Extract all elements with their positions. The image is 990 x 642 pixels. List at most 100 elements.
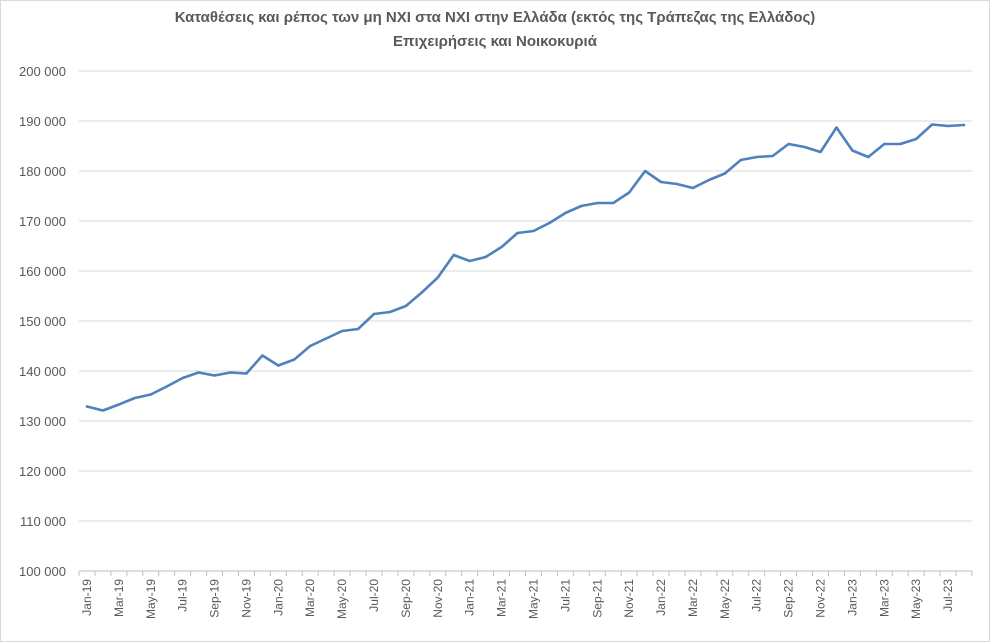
data-point: [930, 123, 934, 126]
x-tick-label: Sep-20: [399, 579, 413, 618]
x-tick-label: Sep-22: [782, 579, 796, 618]
data-point: [213, 374, 216, 377]
data-point: [803, 145, 806, 149]
x-tick-label: Jan-21: [463, 579, 477, 616]
series-group: [85, 123, 966, 412]
y-tick-label: 110 000: [20, 514, 66, 529]
x-tick-label: Jul-19: [176, 579, 190, 612]
x-tick-label: Mar-22: [686, 579, 700, 617]
data-point: [372, 312, 376, 316]
data-point: [643, 169, 647, 173]
x-tick-label: Jul-21: [558, 579, 572, 612]
data-point: [85, 405, 89, 408]
data-point: [962, 123, 966, 127]
y-tick-label: 190 000: [19, 114, 66, 129]
y-tick-label: 150 000: [19, 314, 66, 329]
data-point: [133, 396, 137, 400]
chart-subtitle: Επιχειρήσεις και Νοικοκυριά: [393, 33, 597, 50]
data-point: [612, 201, 615, 205]
x-tick-label: Mar-19: [112, 579, 126, 617]
data-point: [324, 337, 328, 340]
y-tick-label: 170 000: [19, 214, 66, 229]
data-point: [468, 259, 471, 263]
x-tick-label: May-23: [909, 579, 923, 619]
x-tick-label: Nov-21: [622, 579, 636, 618]
data-point: [117, 403, 121, 406]
data-point: [627, 191, 631, 194]
x-tick-label: Mar-23: [877, 579, 891, 617]
data-point: [899, 142, 902, 146]
data-point: [851, 149, 854, 152]
data-point: [149, 393, 152, 396]
x-tick-label: Mar-21: [495, 579, 509, 617]
data-point: [596, 201, 599, 205]
x-tick-label: Mar-20: [303, 579, 317, 617]
data-point: [755, 155, 758, 159]
gridlines: [79, 70, 972, 522]
data-point: [261, 354, 264, 357]
data-point: [946, 124, 950, 128]
data-point: [277, 364, 280, 367]
data-point: [436, 276, 439, 279]
chart-title: Καταθέσεις και ρέπος των μη ΝΧΙ στα ΝΧΙ …: [174, 9, 816, 26]
data-point: [707, 178, 711, 182]
data-point: [229, 371, 232, 374]
x-tick-label: Sep-19: [208, 579, 222, 618]
x-tick-label: Jan-22: [654, 579, 668, 616]
data-point: [500, 245, 503, 249]
y-tick-label: 180 000: [19, 164, 66, 179]
data-point: [356, 327, 360, 331]
data-point: [388, 310, 392, 314]
x-tick-label: Jan-23: [845, 579, 859, 616]
data-point: [404, 304, 408, 308]
data-point: [659, 180, 663, 184]
data-point: [723, 172, 727, 175]
x-tick-label: Nov-19: [239, 579, 253, 618]
data-point: [245, 372, 248, 375]
x-axis-ticks: Jan-19 Mar-19 May-19 Jul-19 Sep-19 Nov-19 Jan-…: [78, 571, 973, 619]
data-point: [771, 154, 774, 158]
y-tick-label: 140 000: [19, 364, 66, 379]
data-point: [548, 221, 551, 225]
y-tick-label: 200 000: [19, 64, 66, 79]
data-point: [883, 142, 886, 146]
data-point: [675, 182, 679, 186]
data-point: [867, 155, 870, 159]
data-point: [420, 291, 424, 294]
data-point: [787, 142, 790, 146]
x-tick-label: Jul-23: [941, 579, 955, 612]
series-line: [85, 123, 966, 412]
x-tick-label: May-22: [718, 579, 732, 619]
x-tick-label: Jul-20: [367, 579, 381, 612]
data-point: [340, 329, 344, 333]
data-point: [309, 344, 312, 348]
data-point: [914, 137, 918, 141]
data-point: [181, 376, 184, 380]
y-tick-label: 130 000: [19, 414, 66, 429]
y-axis-ticks: 100 000 110 000 120 000 130 000 140 000 150 0…: [19, 64, 66, 579]
data-point: [835, 126, 838, 129]
data-point: [580, 204, 583, 208]
data-point: [165, 385, 168, 388]
x-tick-label: Jan-19: [80, 579, 94, 616]
x-tick-label: Jan-20: [271, 579, 285, 616]
y-tick-label: 160 000: [19, 264, 66, 279]
x-tick-label: May-20: [335, 579, 349, 619]
data-point: [197, 371, 200, 374]
data-point: [101, 409, 105, 412]
data-point: [691, 186, 695, 190]
data-point: [293, 358, 296, 361]
data-point: [484, 255, 487, 259]
data-point: [564, 211, 567, 215]
data-point: [532, 229, 535, 233]
x-tick-label: Jul-22: [750, 579, 764, 612]
data-point: [516, 231, 519, 235]
y-tick-label: 120 000: [19, 464, 66, 479]
x-tick-label: Nov-22: [814, 579, 828, 618]
x-tick-label: Sep-21: [590, 579, 604, 618]
data-point: [452, 253, 455, 257]
x-tick-label: May-19: [144, 579, 158, 619]
data-point: [819, 150, 822, 154]
x-tick-label: Nov-20: [431, 579, 445, 618]
